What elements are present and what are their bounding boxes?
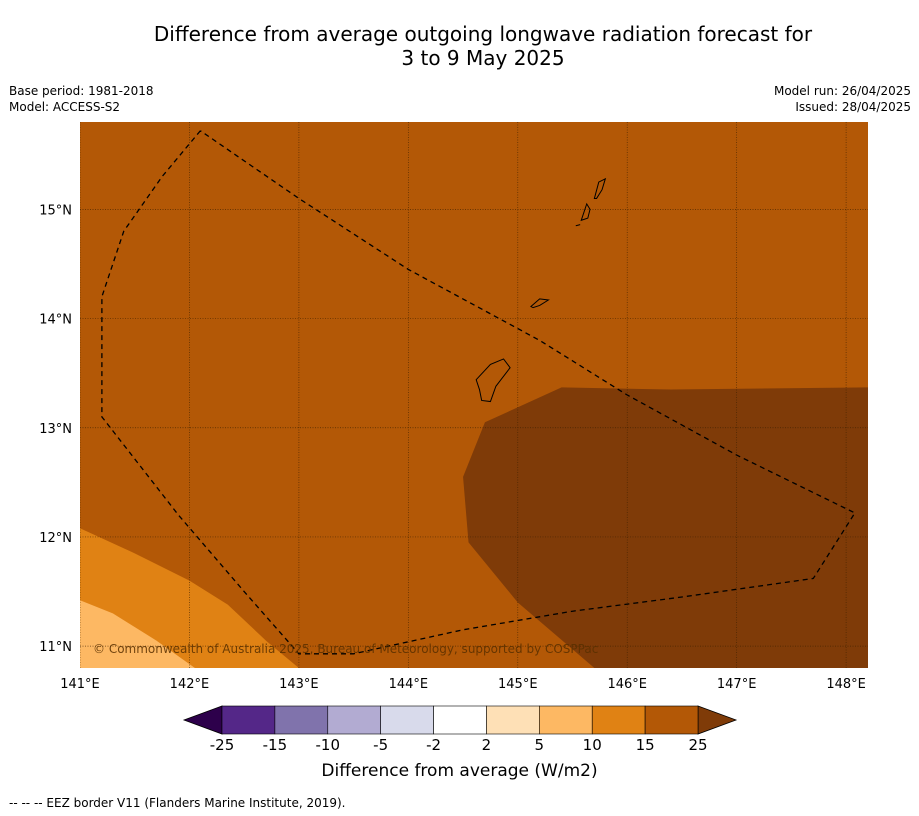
colorbar-tick-label: 10 (582, 736, 602, 754)
colorbar-tick-label: -15 (262, 736, 288, 754)
colorbar-segment (380, 705, 434, 735)
lat-tick-label: 11°N (39, 640, 72, 655)
chart-title: Difference from average outgoing longwav… (0, 22, 919, 70)
meta-left: Base period: 1981-2018 Model: ACCESS-S2 (9, 83, 154, 115)
model-run: Model run: 26/04/2025 (773, 84, 911, 98)
contour-gt-25 (463, 387, 868, 668)
colorbar-tick-label: 15 (635, 736, 655, 754)
model-name: Model: ACCESS-S2 (9, 100, 121, 114)
colorbar-segment (644, 705, 699, 735)
island-rota (530, 298, 550, 309)
lon-tick-label: 145°E (498, 677, 538, 692)
meta-right: Model run: 26/04/2025 Issued: 28/04/2025 (774, 83, 911, 115)
colorbar-extend-high (697, 705, 738, 735)
eez-border (101, 130, 856, 655)
island-guam (475, 358, 511, 403)
lon-tick-label: 147°E (717, 677, 757, 692)
lon-tick-label: 146°E (607, 677, 647, 692)
lon-tick-label: 141°E (60, 677, 100, 692)
lat-tick-label: 13°N (39, 422, 72, 437)
lat-tick-label: 12°N (39, 531, 72, 546)
lat-tick-label: 15°N (39, 203, 72, 218)
colorbar-segment (274, 705, 329, 735)
colorbar-tick-label: 2 (481, 736, 492, 754)
colorbar-segment (591, 705, 646, 735)
colorbar-tick-label: -10 (315, 736, 341, 754)
lon-tick-label: 142°E (170, 677, 210, 692)
footnote: -- -- -- EEZ border V11 (Flanders Marine… (9, 796, 346, 810)
colorbar-segment (486, 705, 540, 735)
colorbar-segment (327, 705, 381, 735)
lon-tick-label: 143°E (279, 677, 319, 692)
copyright-text: © Commonwealth of Australia 2025, Bureau… (93, 642, 598, 656)
colorbar-tick-label: -5 (373, 736, 389, 754)
issued-date: Issued: 28/04/2025 (795, 100, 911, 114)
title-line-1: Difference from average outgoing longwav… (153, 22, 813, 46)
colorbar-segment (221, 705, 276, 735)
colorbar-segment (539, 705, 593, 735)
island-aguijan (575, 224, 581, 227)
lon-tick-label: 148°E (826, 677, 866, 692)
colorbar-extend-low (182, 705, 223, 735)
colorbar-segment (433, 705, 487, 735)
lon-tick-label: 144°E (389, 677, 429, 692)
colorbar-tick-label: -25 (209, 736, 235, 754)
contour-5-10 (80, 600, 195, 668)
island-saipan (593, 177, 607, 199)
base-period: Base period: 1981-2018 (9, 84, 154, 98)
colorbar-tick-label: 5 (534, 736, 545, 754)
contour-layer (80, 122, 868, 668)
colorbar-tick-label: 25 (688, 736, 708, 754)
lat-tick-label: 14°N (39, 313, 72, 328)
title-line-2: 3 to 9 May 2025 (401, 46, 565, 70)
colorbar-tick-label: -2 (426, 736, 442, 754)
colorbar-label: Difference from average (W/m2) (321, 761, 598, 781)
colorbar (182, 705, 738, 735)
island-tinian (580, 202, 591, 222)
